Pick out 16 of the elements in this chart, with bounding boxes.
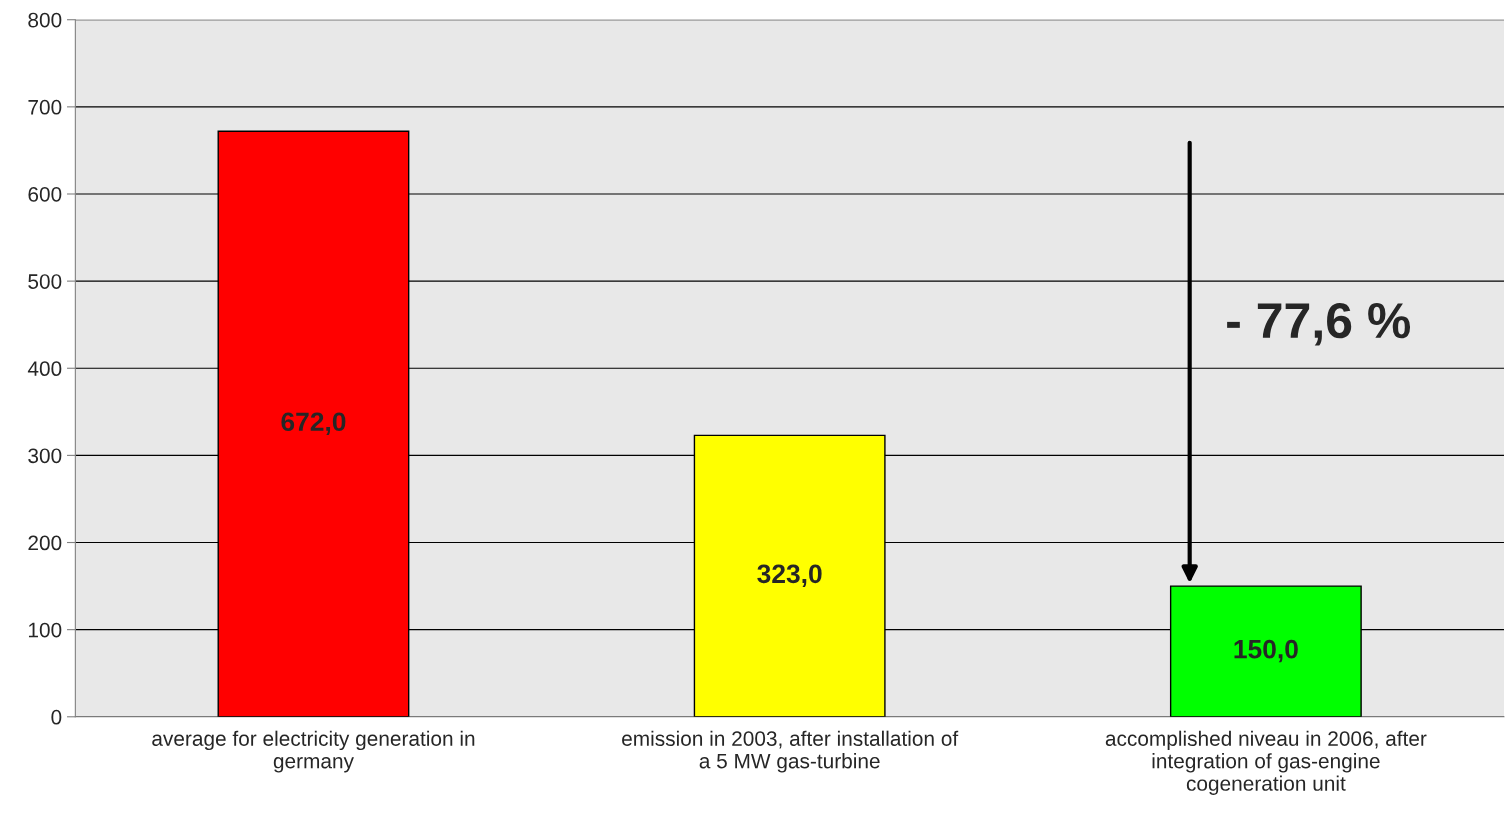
y-tick-label: 500 [28, 274, 62, 289]
y-tick-label: 600 [28, 186, 62, 202]
data-label: 323,0 [757, 564, 822, 587]
data-label: 150,0 [1234, 639, 1298, 663]
y-tick-label: 100 [28, 622, 62, 638]
y-tick-label: 400 [27, 361, 62, 377]
x-tick-label: accomplished niveau in 2006, after integration of gas-engine cogeneration unit [1105, 730, 1427, 795]
y-tick-label: 800 [28, 12, 62, 28]
x-tick-label: emission in 2003, after installation of a 5 MW gas-turbine [622, 730, 959, 773]
annotation: - 77,6 % [1227, 302, 1411, 346]
y-tick-label: 300 [28, 448, 62, 464]
y-tick-label: 700 [28, 99, 62, 115]
y-tick-label: 0 [51, 709, 62, 725]
data-label: 672,0 [281, 412, 346, 435]
x-tick-label: average for electricity generation in germany [152, 730, 475, 773]
y-tick-label: 200 [28, 535, 62, 551]
